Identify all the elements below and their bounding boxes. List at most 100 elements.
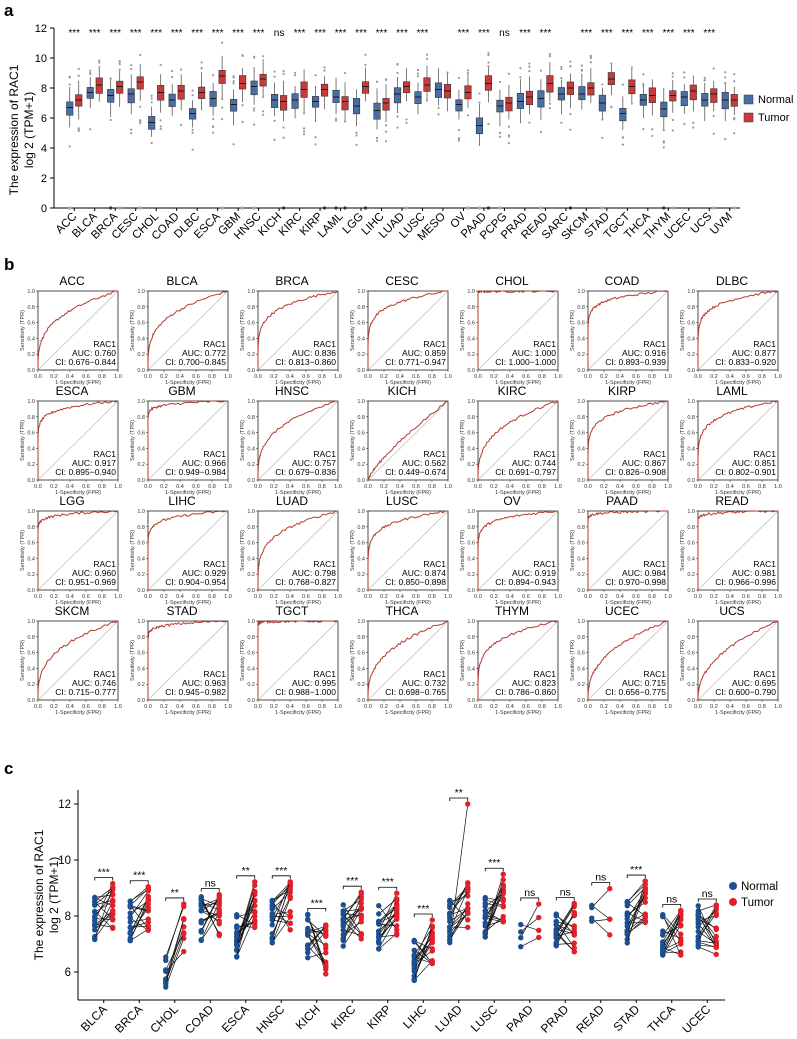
box-normal-stad — [598, 83, 606, 210]
normal-dot — [518, 921, 524, 928]
roc-panel-lgg: LGG0.00.00.20.20.40.40.60.60.80.81.01.01… — [20, 494, 122, 606]
ci-value: 0.679−0.836 — [288, 467, 336, 477]
roc-gene: RAC1 — [313, 449, 336, 459]
outlier — [323, 66, 326, 69]
x-tick-label: 0.6 — [302, 374, 310, 380]
sig-esca: *** — [212, 28, 224, 39]
box-tumor-read — [546, 52, 554, 110]
auc-value: 1.000 — [535, 348, 557, 358]
x-tick-label: 0.4 — [286, 704, 294, 710]
box-tumor-lusc — [423, 53, 431, 102]
box-tumor-hnsc — [259, 55, 267, 116]
box-normal-read — [537, 69, 545, 210]
y-tick-label: 0.8 — [27, 525, 35, 531]
outlier — [191, 94, 194, 97]
outlier — [191, 148, 194, 151]
outlier — [139, 122, 142, 125]
outlier — [384, 130, 388, 133]
normal-dot — [198, 903, 204, 909]
y-tick-label: 0.8 — [137, 305, 145, 311]
pair-line — [307, 925, 326, 933]
roc-gene: RAC1 — [313, 669, 336, 679]
y-tick-label: 1.0 — [137, 509, 145, 515]
sig-luad: ** — [455, 787, 463, 799]
roc-title: COAD — [605, 274, 640, 288]
auc-prefix: AUC: — [72, 568, 95, 578]
pair-line — [485, 899, 504, 906]
x-label-chol: CHOL — [147, 1002, 181, 1036]
roc-title: ESCA — [56, 384, 89, 398]
x-label-kirp: KIRP — [364, 1002, 394, 1032]
normal-dot — [127, 914, 133, 921]
outlier — [343, 71, 347, 75]
y-tick-label: 0.8 — [247, 635, 255, 641]
y-tick-label: 0.8 — [357, 635, 365, 641]
roc-gene: RAC1 — [643, 339, 666, 349]
roc-xlabel: 1-Specificity (FPR) — [385, 710, 431, 716]
y-tick-label: 0.4 — [137, 556, 145, 562]
outlier — [282, 136, 285, 139]
pair-line — [94, 893, 114, 917]
auc-prefix: AUC: — [402, 568, 425, 578]
x-tick-label: 0.0 — [144, 704, 152, 710]
outlier — [610, 106, 613, 109]
outlier — [355, 143, 358, 146]
pair-line — [413, 960, 433, 981]
y-tick-label: 0.6 — [357, 651, 365, 657]
auc-value: 0.995 — [315, 678, 337, 688]
roc-title: LIHC — [168, 494, 196, 508]
y-tick-label: 1.0 — [577, 619, 585, 625]
roc-xlabel: 1-Specificity (FPR) — [385, 600, 431, 606]
box-normal-cesc — [127, 64, 135, 135]
outlier — [302, 112, 306, 115]
roc-xlabel: 1-Specificity (FPR) — [385, 380, 431, 386]
x-tick-label: 1.0 — [444, 594, 452, 600]
box-body — [127, 88, 135, 104]
normal-dot — [518, 935, 524, 941]
roc-diagonal — [37, 290, 119, 371]
roc-auc: AUC: 0.746 — [72, 678, 116, 688]
pair-line — [449, 903, 469, 940]
sig-ucec: *** — [683, 28, 695, 39]
ci-prefix: CI: — [605, 577, 618, 587]
x-tick-label: 0.6 — [632, 594, 640, 600]
y-tick-label: 0.8 — [357, 525, 365, 531]
x-tick-label: 0.0 — [694, 484, 702, 490]
normal-dot — [340, 927, 346, 933]
x-tick-label: 0.2 — [490, 704, 498, 710]
pair-line — [413, 936, 433, 961]
tumor-dot — [287, 895, 293, 902]
ci-prefix: CI: — [275, 357, 288, 367]
pair-line — [555, 904, 575, 934]
pair-line — [662, 916, 682, 942]
x-tick-label: 0.2 — [490, 484, 498, 490]
y-tick-label: 0.0 — [27, 698, 35, 704]
sig-dlbc: *** — [191, 28, 203, 39]
normal-dot — [411, 968, 417, 974]
x-tick-label: 1.0 — [444, 484, 452, 490]
x-tick-label: 0.8 — [758, 594, 766, 600]
normal-dot — [234, 914, 240, 920]
auc-value: 0.695 — [755, 678, 777, 688]
box-body — [66, 101, 74, 116]
y-tick-label: 0.8 — [247, 525, 255, 531]
tumor-dot — [465, 905, 471, 912]
tumor-dot — [642, 899, 648, 905]
ci-value: 0.698−0.765 — [398, 687, 446, 697]
outlier — [621, 83, 624, 86]
outlier — [580, 69, 583, 72]
x-tick-label: 1.0 — [224, 374, 232, 380]
x-tick-label: 0.2 — [270, 594, 278, 600]
x-tick-label: 0.0 — [364, 704, 372, 710]
roc-curve — [147, 510, 229, 590]
x-tick-label: 0.6 — [522, 374, 530, 380]
roc-xlabel: 1-Specificity (FPR) — [495, 600, 541, 606]
outlier-zero — [539, 206, 543, 210]
outlier — [457, 76, 461, 79]
ci-value: 0.656−0.775 — [618, 687, 666, 697]
outlier — [405, 118, 408, 121]
ci-prefix: CI: — [495, 357, 508, 367]
x-tick-label: 0.0 — [34, 374, 42, 380]
roc-panel-kirp: KIRP0.00.00.20.20.40.40.60.60.80.81.01.0… — [570, 384, 672, 496]
tumor-dot — [713, 926, 719, 933]
